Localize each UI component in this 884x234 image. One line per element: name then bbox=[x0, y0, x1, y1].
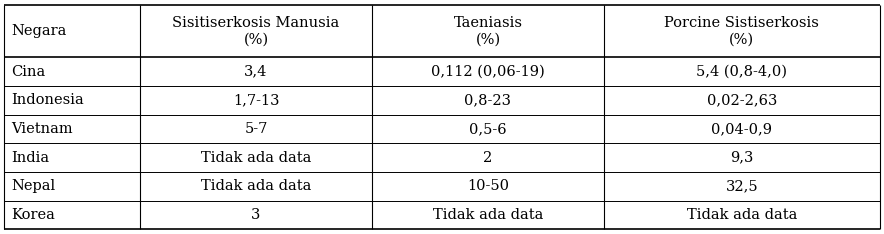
Text: 0,04-0,9: 0,04-0,9 bbox=[712, 122, 773, 136]
Text: Tidak ada data: Tidak ada data bbox=[201, 151, 311, 165]
Text: Porcine Sistiserkosis
(%): Porcine Sistiserkosis (%) bbox=[664, 16, 819, 46]
Text: Tidak ada data: Tidak ada data bbox=[201, 179, 311, 193]
Text: 0,8-23: 0,8-23 bbox=[464, 93, 512, 107]
Text: 2: 2 bbox=[484, 151, 492, 165]
Text: Vietnam: Vietnam bbox=[11, 122, 73, 136]
Text: 5,4 (0,8-4,0): 5,4 (0,8-4,0) bbox=[697, 65, 788, 79]
Text: Tidak ada data: Tidak ada data bbox=[687, 208, 797, 222]
Text: 3,4: 3,4 bbox=[244, 65, 268, 79]
Text: Taeniasis
(%): Taeniasis (%) bbox=[453, 16, 522, 46]
Text: 0,112 (0,06-19): 0,112 (0,06-19) bbox=[431, 65, 545, 79]
Text: 0,5-6: 0,5-6 bbox=[469, 122, 507, 136]
Text: Korea: Korea bbox=[11, 208, 56, 222]
Text: 0,02-2,63: 0,02-2,63 bbox=[706, 93, 777, 107]
Text: 3: 3 bbox=[251, 208, 261, 222]
Text: 9,3: 9,3 bbox=[730, 151, 753, 165]
Text: Sisitiserkosis Manusia
(%): Sisitiserkosis Manusia (%) bbox=[172, 16, 339, 46]
Text: 5-7: 5-7 bbox=[244, 122, 268, 136]
Text: 10-50: 10-50 bbox=[467, 179, 509, 193]
Text: Cina: Cina bbox=[11, 65, 46, 79]
Text: Tidak ada data: Tidak ada data bbox=[433, 208, 543, 222]
Text: 32,5: 32,5 bbox=[726, 179, 758, 193]
Text: Indonesia: Indonesia bbox=[11, 93, 84, 107]
Text: Negara: Negara bbox=[11, 24, 67, 38]
Text: Nepal: Nepal bbox=[11, 179, 56, 193]
Text: India: India bbox=[11, 151, 50, 165]
Text: 1,7-13: 1,7-13 bbox=[232, 93, 279, 107]
